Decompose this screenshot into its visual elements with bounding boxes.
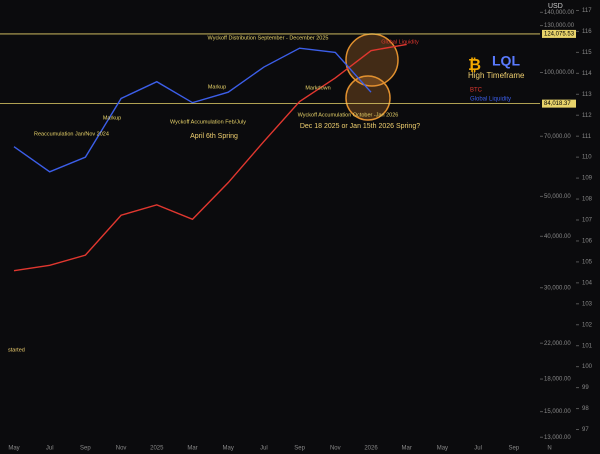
- y2-tick-label: 113: [582, 92, 592, 98]
- level-tag: [542, 99, 576, 108]
- legend-entry: Global Liquidity: [470, 97, 511, 103]
- x-tick-label: May: [437, 446, 448, 452]
- x-tick-label: May: [223, 446, 234, 452]
- btc-icon: ₿: [468, 56, 481, 74]
- x-tick-label: May: [8, 446, 19, 452]
- annotation: April 6th Spring: [190, 133, 238, 140]
- x-tick-label: Sep: [294, 446, 305, 452]
- y2-tick-label: 99: [582, 385, 589, 391]
- y2-tick-label: 105: [582, 259, 593, 265]
- y2-tick-label: 103: [582, 301, 593, 307]
- x-tick-label: Sep: [80, 446, 91, 452]
- y-tick-label: 130,000.00: [544, 23, 575, 29]
- currency-label: USD: [548, 3, 563, 10]
- y-tick-label: 140,000.00: [544, 10, 575, 16]
- annotation: Wyckoff Accumulation Feb/July: [170, 119, 246, 125]
- annotation: Global Liquidity: [381, 39, 419, 45]
- x-tick-label: 2025: [150, 446, 164, 452]
- y-tick-label: 100,000.00: [544, 70, 575, 76]
- annotation: Wyckoff Distribution September - Decembe…: [208, 35, 329, 41]
- y2-tick-label: 104: [582, 280, 593, 286]
- y-tick-label: 40,000.00: [544, 234, 571, 240]
- annotation: Dec 18 2025 or Jan 15th 2026 Spring?: [300, 123, 420, 130]
- y2-tick-label: 108: [582, 197, 593, 203]
- y2-tick-label: 112: [582, 113, 592, 119]
- series-line: [13, 47, 372, 173]
- logo: LQL: [492, 53, 520, 69]
- y2-tick-label: 109: [582, 176, 593, 182]
- x-tick-label: Nov: [330, 446, 341, 452]
- y2-tick-label: 100: [582, 364, 593, 370]
- x-tick-label: Jul: [46, 446, 54, 452]
- x-tick-label: N: [547, 446, 551, 452]
- level-tag: [542, 29, 576, 38]
- x-tick-label: Sep: [508, 446, 519, 452]
- y2-tick-label: 111: [582, 134, 592, 140]
- x-tick-label: Mar: [402, 446, 412, 452]
- x-tick-label: 2026: [364, 446, 378, 452]
- y2-tick-label: 98: [582, 406, 589, 412]
- series-line: [13, 43, 407, 272]
- y2-tick-label: 117: [582, 8, 592, 14]
- y-tick-label: 15,000.00: [544, 409, 571, 415]
- y2-tick-label: 106: [582, 239, 593, 245]
- level-label: 124,075.53: [544, 31, 575, 37]
- y2-tick-label: 97: [582, 427, 589, 433]
- x-tick-label: Mar: [187, 446, 197, 452]
- y2-tick-label: 115: [582, 50, 592, 56]
- x-tick-label: Jul: [260, 446, 268, 452]
- y2-tick-label: 107: [582, 218, 593, 224]
- y-tick-label: 13,000.00: [544, 435, 571, 441]
- highlight-circle: [345, 75, 391, 121]
- y-tick-label: 30,000.00: [544, 285, 571, 291]
- y-tick-label: 70,000.00: [544, 134, 571, 140]
- annotation: Markup: [208, 84, 226, 90]
- y-tick-label: 18,000.00: [544, 377, 571, 383]
- legend-entry: BTC: [470, 88, 483, 94]
- annotation: Wyckoff Accumulation October -Jan 2026: [298, 112, 399, 118]
- logo-subtitle: High Timeframe: [468, 71, 525, 80]
- y2-tick-label: 110: [582, 155, 592, 161]
- level-label: 84,018.37: [544, 101, 571, 107]
- x-tick-label: Nov: [116, 446, 127, 452]
- y-tick-label: 22,000.00: [544, 341, 571, 347]
- y2-tick-label: 116: [582, 29, 592, 35]
- annotation: started: [8, 347, 25, 353]
- y2-tick-label: 102: [582, 322, 593, 328]
- annotation: Markup: [103, 115, 121, 121]
- annotation: Markdown: [305, 85, 330, 91]
- y2-tick-label: 101: [582, 343, 593, 349]
- y-tick-label: 50,000.00: [544, 194, 571, 200]
- annotation: Reaccumulation Jan/Nov 2024: [34, 131, 109, 137]
- x-tick-label: Jul: [474, 446, 482, 452]
- y2-tick-label: 114: [582, 71, 592, 77]
